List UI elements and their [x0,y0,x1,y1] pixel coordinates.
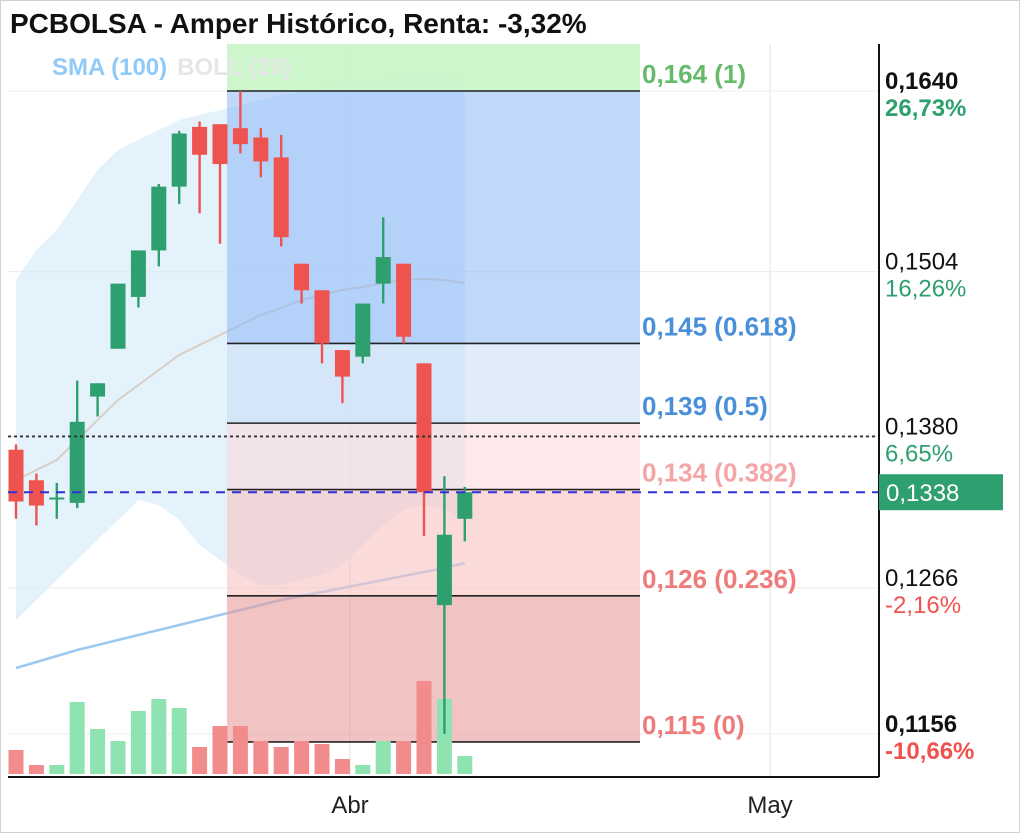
fib-level-label: 0,134 (0.382) [642,458,797,488]
fib-zone-pink [227,423,640,490]
volume-bar [396,741,412,774]
fib-level-label: 0,115 (0) [642,710,745,740]
fib-level-label: 0,164 (1) [642,59,746,89]
fib-level-label: 0,145 (0.618) [642,311,797,341]
fib-level-label: 0,126 (0.236) [642,564,797,594]
volume-bar [416,681,432,774]
candle-body [90,383,106,397]
candle-body [110,283,126,349]
candle-body [375,257,391,284]
y-axis-price-label: 0,1380 [885,413,958,440]
candle-body [8,449,24,502]
candle-body [457,492,473,519]
fib-level-label: 0,139 (0.5) [642,391,768,421]
y-axis-price-label: 0,1156 [885,711,957,738]
fib-zone-lightred [227,489,640,596]
volume-bar [69,702,85,774]
candle-body [49,497,65,500]
volume-layer [8,681,473,774]
volume-bar [49,765,65,774]
candle-body [273,157,289,238]
fib-zone-top [227,44,640,91]
volume-bar [232,726,248,774]
volume-bar [28,765,44,774]
candle-body [151,186,167,251]
candle-body [355,303,371,357]
candle-body [212,124,228,165]
candle-body [69,421,85,503]
fib-zone-lightblue [227,343,640,424]
volume-bar [294,741,310,774]
volume-bar [436,699,452,774]
fib-zone-blue [227,91,640,344]
volume-bar [8,750,24,774]
x-tick-label: Abr [331,792,368,819]
candle-body [334,350,350,377]
volume-bar [457,756,473,774]
volume-bar [212,726,228,774]
volume-bar [130,711,146,774]
y-axis-percent-label: 6,65% [885,440,953,467]
y-axis-price-label: 0,1266 [885,565,958,592]
chart-title: PCBOLSA - Amper Histórico, Renta: -3,32% [10,8,593,40]
y-axis-price-label: 0,1640 [885,68,958,95]
candle-body [416,363,432,493]
candle-body [130,250,146,297]
volume-bar [334,759,350,774]
volume-bar [253,741,269,774]
candle-body [192,126,208,155]
y-axis-percent-label: -10,66% [885,738,974,765]
y-axis-percent-label: -2,16% [885,592,961,619]
candle-body [171,133,187,187]
volume-bar [90,729,106,774]
fib-zone-red [227,595,640,742]
candle-body [232,128,248,145]
volume-bar [151,699,167,774]
volume-bar [192,747,208,774]
volume-bar [273,747,289,774]
candle-body [28,480,44,506]
volume-bar [355,765,371,774]
y-axis-percent-label: 26,73% [885,95,966,122]
x-tick-label: May [747,792,792,819]
candles-layer [8,91,473,734]
legend-sma[interactable]: SMA (100) [52,54,168,81]
y-axis-price-label: 0,1504 [885,249,958,276]
indicator-legend: SMA (100) BOLL (20) [52,54,301,82]
volume-bar [171,708,187,774]
price-lines-layer [8,435,879,494]
current-price-label: 0,1338 [886,480,959,507]
volume-bar [375,741,391,774]
candle-body [396,263,412,337]
volume-bar [314,744,330,774]
candle-body [253,137,269,162]
legend-boll[interactable]: BOLL (20) [177,54,292,81]
volume-bar [110,741,126,774]
fibonacci-layer: 0,164 (1) 0,145 (0.618) 0,139 (0.5) 0,134 (… [227,44,797,743]
candle-body [436,534,452,606]
candle-body [294,263,310,291]
current-price-tag [879,474,1003,511]
y-axis-percent-label: 16,26% [885,276,966,303]
candle-body [314,290,330,344]
